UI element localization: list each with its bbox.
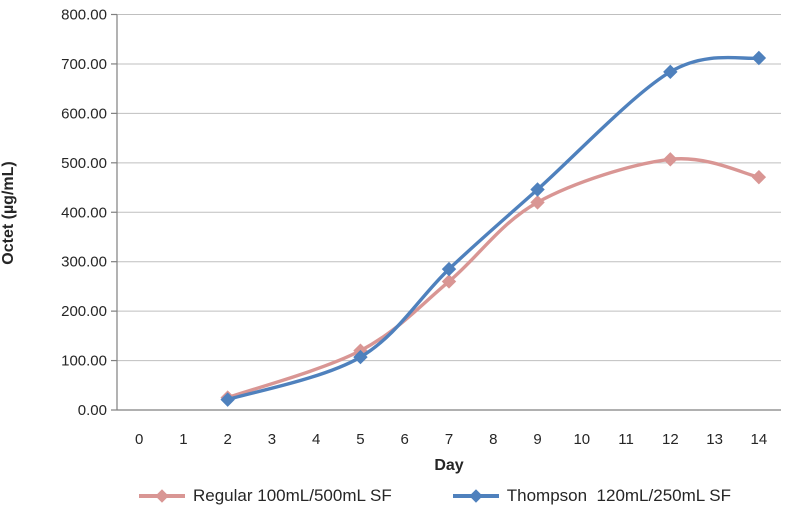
svg-text:300.00: 300.00 [61,254,107,271]
svg-text:200.00: 200.00 [61,303,107,320]
svg-text:5: 5 [356,431,364,448]
x-axis-title: Day [434,457,464,474]
data-point-marker[interactable] [441,261,457,277]
svg-text:3: 3 [268,431,276,448]
svg-text:14: 14 [751,431,768,448]
line-diamond-marker-icon [139,489,185,503]
svg-text:4: 4 [312,431,320,448]
svg-text:2: 2 [223,431,231,448]
data-point-marker[interactable] [751,169,767,185]
series-thompson[interactable] [220,50,767,407]
data-point-marker[interactable] [663,152,678,167]
svg-text:500.00: 500.00 [61,155,107,172]
svg-text:0: 0 [135,431,143,448]
line-diamond-marker-icon [452,489,499,503]
svg-text:13: 13 [706,431,723,448]
svg-text:1: 1 [179,431,187,448]
data-point-marker[interactable] [220,392,235,407]
data-point-marker[interactable] [663,64,678,80]
data-point-marker[interactable] [441,274,457,289]
svg-text:7: 7 [445,431,453,448]
series-regular[interactable] [220,152,767,405]
svg-text:12: 12 [662,431,679,448]
svg-text:400.00: 400.00 [61,204,107,221]
svg-text:8: 8 [489,431,497,448]
legend: Regular 100mL/500mL SF Thompson 120mL/25… [138,486,800,506]
y-axis-tick-labels: 0.00 100.00 200.00 300.00 400.00 500.00 600.00… [61,7,107,420]
gridlines [117,14,781,362]
data-point-marker[interactable] [530,182,545,197]
svg-text:11: 11 [618,431,634,448]
data-point-marker[interactable] [353,349,368,365]
legend-item-regular[interactable]: Regular 100mL/500mL SF [138,486,392,506]
legend-label-thompson: Thompson 120mL/250mL SF [506,486,732,505]
data-point-marker[interactable] [530,195,545,210]
svg-text:10: 10 [573,431,590,448]
svg-text:6: 6 [401,431,409,448]
axes [111,13,781,411]
data-point-marker[interactable] [751,50,767,66]
svg-text:9: 9 [533,431,541,448]
legend-label-regular: Regular 100mL/500mL SF [193,486,392,505]
svg-text:0.00: 0.00 [78,402,107,419]
y-axis-title: Octet (µg/mL) [0,161,17,265]
svg-text:800.00: 800.00 [61,7,107,24]
svg-text:100.00: 100.00 [61,353,107,370]
svg-text:600.00: 600.00 [61,105,107,122]
x-axis-tick-labels: 0 1 2 3 4 5 6 7 8 9 10 11 12 13 14 [135,431,767,448]
legend-item-thompson[interactable]: Thompson 120mL/250mL SF [452,486,731,506]
svg-text:700.00: 700.00 [61,56,107,73]
